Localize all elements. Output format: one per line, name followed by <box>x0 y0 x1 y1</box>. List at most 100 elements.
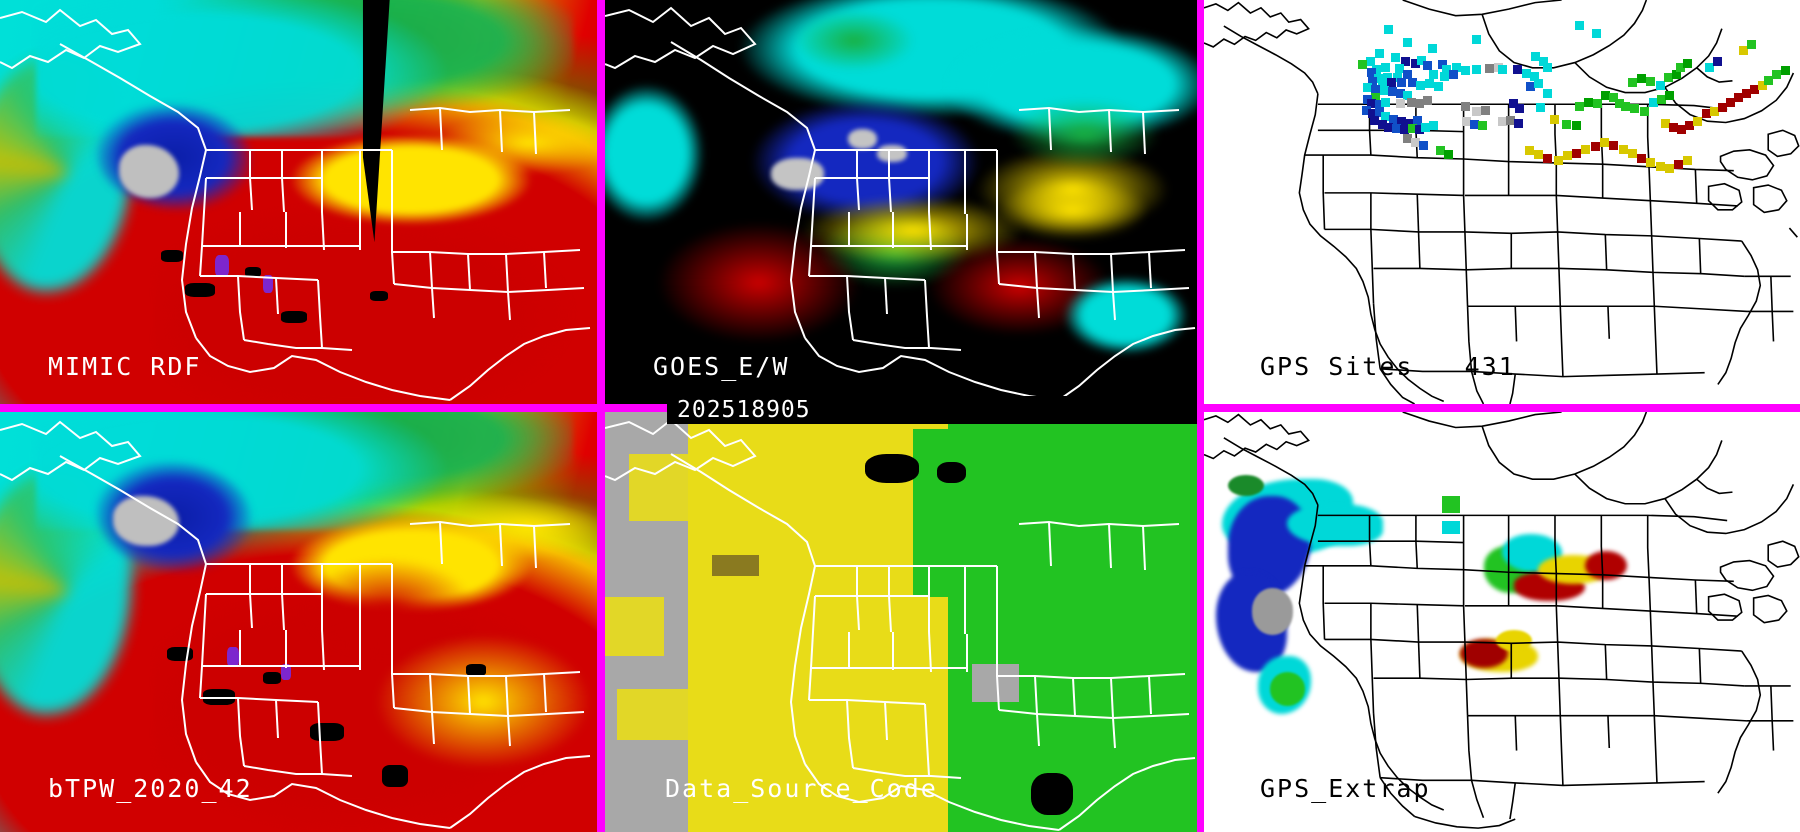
gps-site-marker <box>1646 157 1656 167</box>
gps-site-marker <box>1637 74 1647 84</box>
extrap-blob-green-sw <box>1269 672 1306 706</box>
gps-site-marker <box>1422 96 1432 106</box>
gps-site-marker <box>1498 65 1508 75</box>
coastline-and-state-borders <box>605 412 1197 832</box>
gps-site-marker <box>1470 119 1480 129</box>
gps-site-marker <box>1374 48 1384 58</box>
gps-site-marker <box>1739 45 1749 55</box>
gps-site-marker <box>1637 153 1647 163</box>
dsc-goes-east-region <box>948 412 1197 832</box>
gps-site-marker <box>1664 164 1674 174</box>
gps-site-marker <box>1627 148 1637 158</box>
gps-site-marker <box>1674 160 1684 170</box>
gps-site-marker <box>1382 72 1392 82</box>
gps-site-marker <box>1639 106 1649 116</box>
gps-site-marker <box>1592 28 1602 38</box>
gps-site-marker <box>1725 97 1735 107</box>
gps-site-marker <box>1562 151 1572 161</box>
coastline-and-state-borders <box>605 0 1197 404</box>
panel-gps-extrap[interactable]: GPS_Extrap <box>1204 412 1800 832</box>
gps-site-marker <box>1712 57 1722 67</box>
gps-site-marker <box>1593 99 1603 109</box>
gps-site-marker <box>1536 102 1546 112</box>
dsc-goes-west-patch <box>605 596 665 656</box>
gps-site-marker <box>1425 79 1435 89</box>
gps-site-marker <box>1460 101 1470 111</box>
gps-site-marker <box>1372 65 1382 75</box>
dsc-missing-patch <box>865 454 919 484</box>
extrap-blob-cyan-north <box>1287 504 1383 547</box>
gps-site-marker <box>1406 97 1416 107</box>
gps-site-marker <box>1384 25 1394 35</box>
panel-goes-ew[interactable]: GOES_E/W <box>605 0 1197 404</box>
gps-site-marker <box>1660 118 1670 128</box>
gps-site-marker <box>1529 71 1539 81</box>
gps-site-marker <box>1374 108 1384 118</box>
gps-site-marker <box>1549 114 1559 124</box>
gps-site-marker <box>1581 144 1591 154</box>
gps-site-marker <box>1422 61 1432 71</box>
gps-site-marker <box>1525 82 1535 92</box>
gps-site-marker <box>1402 37 1412 47</box>
gps-site-marker <box>1543 88 1553 98</box>
gps-site-marker <box>1442 65 1452 75</box>
gps-site-marker <box>1365 57 1375 67</box>
gps-site-marker <box>1630 104 1640 114</box>
gps-site-marker <box>1655 161 1665 171</box>
dsc-missing-patch <box>972 664 1020 702</box>
gps-site-marker <box>1427 44 1437 54</box>
gps-site-marker <box>1438 59 1448 69</box>
gps-site-marker <box>1401 57 1411 67</box>
convective-speck <box>465 664 486 676</box>
dsc-mixed-patch <box>711 554 759 576</box>
gps-site-marker <box>1362 83 1372 93</box>
gps-site-marker <box>1451 62 1461 72</box>
goes-grey-patch <box>847 129 878 150</box>
gps-site-marker <box>1471 34 1481 44</box>
gps-site-marker <box>1357 59 1367 69</box>
extrap-blob-green-plains <box>1442 496 1461 513</box>
gps-site-marker <box>1389 114 1399 124</box>
gps-site-marker <box>1684 121 1694 131</box>
gps-site-marker <box>1524 145 1534 155</box>
panel-data-source-code[interactable]: Data_Source_Code <box>605 412 1197 832</box>
gps-site-marker <box>1621 101 1631 111</box>
gps-site-marker <box>1373 74 1383 84</box>
gps-site-marker <box>1381 62 1391 72</box>
convective-speck <box>244 266 261 277</box>
extrap-blob-grey-basin <box>1251 588 1294 635</box>
gps-site-marker <box>1709 106 1719 116</box>
gps-site-marker <box>1609 92 1619 102</box>
gps-site-marker <box>1434 82 1444 92</box>
gps-site-marker <box>1402 134 1412 144</box>
gps-site-marker <box>1646 76 1656 86</box>
gps-site-marker <box>1574 101 1584 111</box>
gps-site-marker <box>1683 156 1693 166</box>
convective-speck <box>280 311 307 324</box>
goes-green-field <box>782 8 925 73</box>
panel-gps-sites[interactable]: GPS Sites 431 <box>1204 0 1800 404</box>
gps-site-marker <box>1515 104 1525 114</box>
panel-mimic-rdf[interactable]: MIMIC RDF <box>0 0 597 404</box>
gps-site-marker <box>1614 99 1624 109</box>
gps-site-marker <box>1374 100 1384 110</box>
gps-site-marker <box>1410 58 1420 68</box>
gps-site-marker <box>1396 99 1406 109</box>
gps-site-marker <box>1543 153 1553 163</box>
gps-site-marker <box>1405 118 1415 128</box>
gps-site-marker <box>1370 84 1380 94</box>
gps-site-marker <box>1397 117 1407 127</box>
high-tpw-speck <box>280 664 291 680</box>
gps-site-marker <box>1400 125 1410 135</box>
gps-site-marker <box>1649 97 1658 107</box>
gps-site-marker <box>1533 149 1543 159</box>
panel-btpw-2020-42[interactable]: bTPW_2020_42 <box>0 412 597 832</box>
gps-site-marker <box>1675 62 1685 72</box>
gps-site-marker <box>1421 122 1431 132</box>
divider-vertical-left <box>597 0 605 832</box>
gps-site-marker <box>1410 138 1420 148</box>
convective-speck <box>161 250 184 263</box>
convective-speck <box>185 282 216 297</box>
gps-site-marker <box>1521 69 1531 79</box>
great-basin-grey-zone <box>113 496 180 547</box>
